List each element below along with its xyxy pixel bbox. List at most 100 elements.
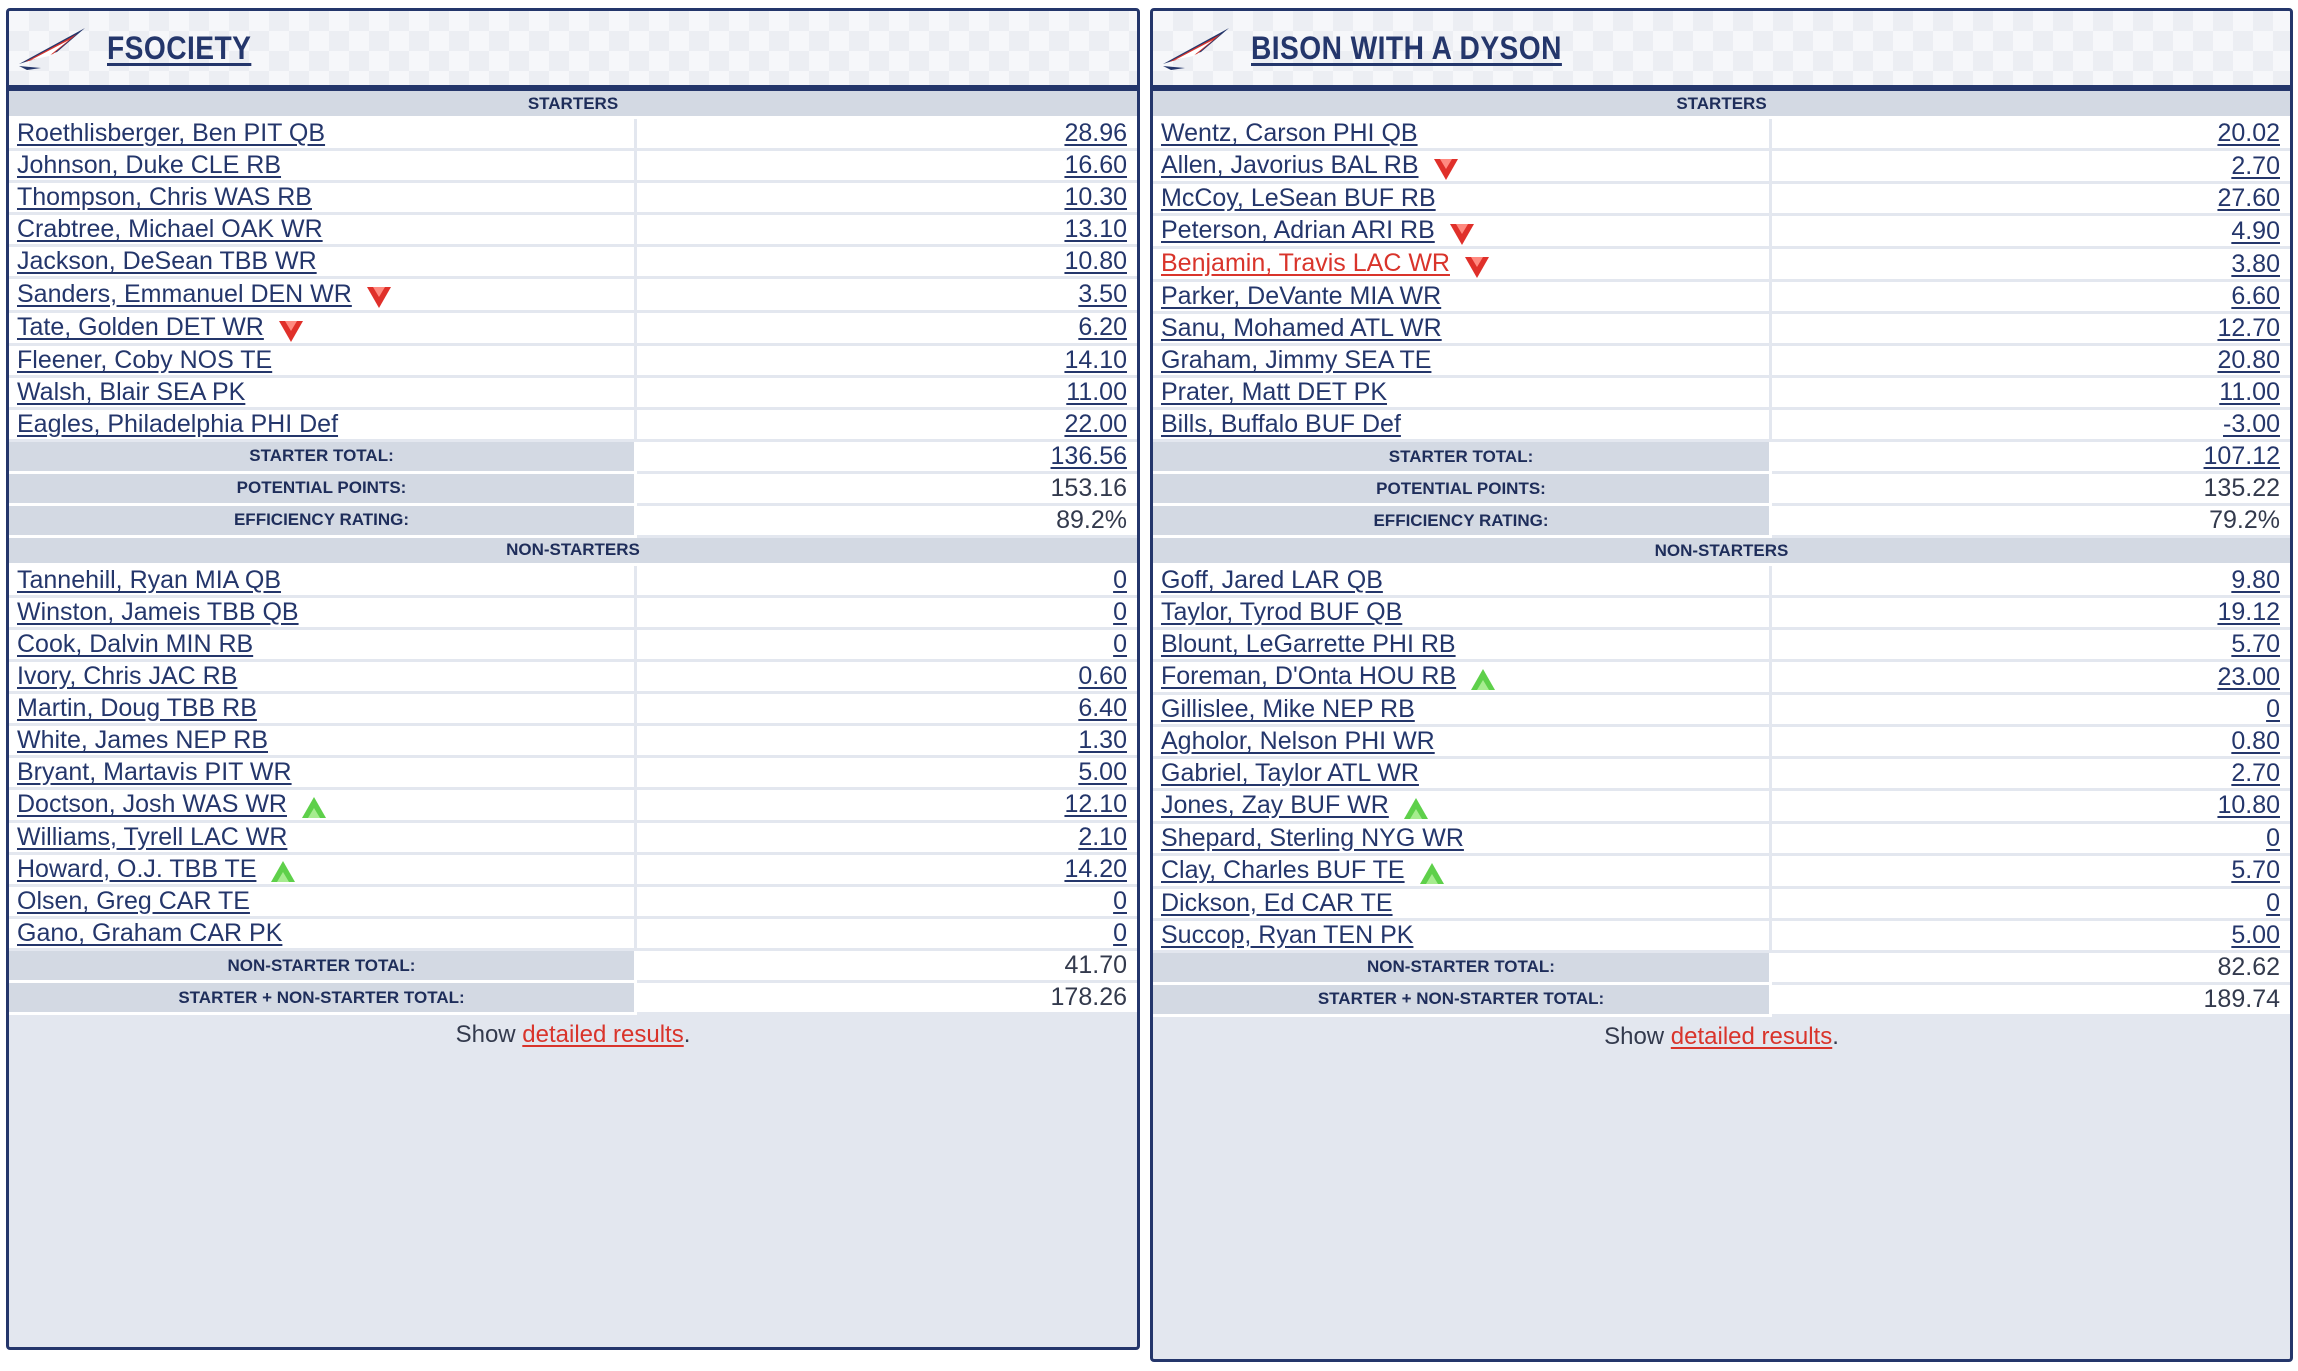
player-points-link[interactable]: 19.12	[2217, 598, 2280, 626]
player-name-link[interactable]: Doctson, Josh WAS WR	[17, 789, 287, 818]
player-name-link[interactable]: Tate, Golden DET WR	[17, 313, 264, 341]
player-points-link[interactable]: 3.50	[1078, 280, 1127, 308]
player-name-link[interactable]: Olsen, Greg CAR TE	[17, 887, 250, 916]
player-points-link[interactable]: 5.70	[2231, 630, 2280, 658]
player-points-link[interactable]: 5.00	[1078, 757, 1127, 786]
player-cell: Eagles, Philadelphia PHI Def	[9, 409, 637, 442]
player-name-link[interactable]: Graham, Jimmy SEA TE	[1161, 346, 1432, 374]
player-points-link[interactable]: 11.00	[1066, 377, 1127, 406]
player-name-link[interactable]: Prater, Matt DET PK	[1161, 378, 1388, 406]
player-name-link[interactable]: Jackson, DeSean TBB WR	[17, 247, 317, 275]
team-panel-left: FSOCIETY STARTERS Roethlisberger, Ben PIT…	[6, 8, 1140, 1350]
player-points-link[interactable]: 3.80	[2231, 249, 2280, 278]
points-cell: 16.60	[637, 151, 1137, 183]
player-points-link[interactable]: 0	[1113, 629, 1127, 658]
player-points-link[interactable]: 1.30	[1078, 725, 1127, 754]
player-points-link[interactable]: 2.70	[2231, 151, 2280, 180]
player-points-link[interactable]: -3.00	[2223, 410, 2280, 438]
player-points-link[interactable]: 20.80	[2217, 346, 2280, 374]
player-points-link[interactable]: 6.60	[2231, 282, 2280, 310]
player-name-link[interactable]: Winston, Jameis TBB QB	[17, 597, 299, 626]
player-points-link[interactable]: 0	[1113, 565, 1127, 594]
points-cell: 0.60	[637, 661, 1137, 694]
player-name-link[interactable]: Agholor, Nelson PHI WR	[1161, 727, 1435, 755]
player-name-link[interactable]: White, James NEP RB	[17, 725, 269, 754]
player-name-link[interactable]: Gillislee, Mike NEP RB	[1161, 695, 1415, 723]
player-points-link[interactable]: 6.40	[1078, 693, 1127, 722]
player-points-link[interactable]: 5.00	[2231, 920, 2280, 949]
player-points-link[interactable]: 11.00	[2219, 378, 2280, 406]
player-points-link[interactable]: 12.70	[2217, 314, 2280, 342]
player-points-link[interactable]: 14.10	[1064, 345, 1127, 374]
player-points-link[interactable]: 0	[1113, 919, 1127, 948]
player-points-link[interactable]: 16.60	[1064, 151, 1127, 179]
player-points-link[interactable]: 6.20	[1078, 313, 1127, 342]
player-name-link[interactable]: Cook, Dalvin MIN RB	[17, 629, 254, 658]
player-points-link[interactable]: 0	[2266, 695, 2280, 723]
player-name-link[interactable]: Bills, Buffalo BUF Def	[1161, 410, 1401, 438]
player-name-link[interactable]: Jones, Zay BUF WR	[1161, 791, 1389, 819]
player-name-link[interactable]: Howard, O.J. TBB TE	[17, 854, 257, 883]
player-points-link[interactable]: 10.80	[2217, 791, 2280, 820]
player-name-link[interactable]: Fleener, Coby NOS TE	[17, 345, 273, 374]
player-name-link[interactable]: Ivory, Chris JAC RB	[17, 661, 238, 690]
player-name-link[interactable]: Gano, Graham CAR PK	[17, 919, 283, 948]
player-name-link[interactable]: Clay, Charles BUF TE	[1161, 855, 1405, 884]
player-name-link[interactable]: McCoy, LeSean BUF RB	[1161, 184, 1436, 212]
player-points-link[interactable]: 27.60	[2217, 184, 2280, 212]
player-points-link[interactable]: 2.70	[2231, 759, 2280, 787]
team-name-link[interactable]: BISON WITH A DYSON	[1251, 29, 1562, 66]
player-name-link[interactable]: Thompson, Chris WAS RB	[17, 183, 312, 211]
player-name-link[interactable]: Sanu, Mohamed ATL WR	[1161, 314, 1442, 342]
player-points-link[interactable]: 0.80	[2231, 727, 2280, 755]
player-name-link[interactable]: Allen, Javorius BAL RB	[1161, 151, 1419, 180]
player-name-link[interactable]: Tannehill, Ryan MIA QB	[17, 565, 282, 594]
player-name-link[interactable]: Succop, Ryan TEN PK	[1161, 920, 1414, 949]
player-points-link[interactable]: 0	[1113, 887, 1127, 916]
player-points-link[interactable]: 2.10	[1078, 822, 1127, 851]
player-name-link[interactable]: Peterson, Adrian ARI RB	[1161, 216, 1435, 245]
player-points-link[interactable]: 23.00	[2217, 662, 2280, 691]
player-name-link[interactable]: Blount, LeGarrette PHI RB	[1161, 630, 1456, 658]
player-name-link[interactable]: Roethlisberger, Ben PIT QB	[17, 119, 326, 147]
player-name-link[interactable]: Parker, DeVante MIA WR	[1161, 282, 1442, 310]
section-header: NON-STARTERS	[1153, 538, 2290, 566]
player-points-link[interactable]: 9.80	[2231, 566, 2280, 594]
player-points-link[interactable]: 20.02	[2217, 119, 2280, 147]
player-points-link[interactable]: 14.20	[1064, 854, 1127, 883]
team-name-link[interactable]: FSOCIETY	[107, 29, 252, 66]
player-points-link[interactable]: 10.80	[1064, 247, 1127, 275]
player-points-link[interactable]: 28.96	[1064, 119, 1127, 147]
player-name-link[interactable]: Johnson, Duke CLE RB	[17, 151, 282, 179]
player-points-link[interactable]: 22.00	[1064, 409, 1127, 438]
player-points-link[interactable]: 0	[1113, 597, 1127, 626]
player-name-link[interactable]: Williams, Tyrell LAC WR	[17, 822, 288, 851]
starter-total-link[interactable]: 107.12	[2203, 442, 2280, 470]
player-points-link[interactable]: 4.90	[2231, 216, 2280, 245]
points-cell: 19.12	[1772, 598, 2290, 630]
player-points-link[interactable]: 12.10	[1064, 790, 1127, 819]
player-points-link[interactable]: 0.60	[1078, 661, 1127, 690]
player-name-link[interactable]: Benjamin, Travis LAC WR	[1161, 249, 1450, 278]
player-name-link[interactable]: Martin, Doug TBB RB	[17, 693, 257, 722]
player-name-link[interactable]: Foreman, D'Onta HOU RB	[1161, 662, 1457, 691]
player-name-link[interactable]: Sanders, Emmanuel DEN WR	[17, 279, 352, 308]
player-points-link[interactable]: 5.70	[2231, 856, 2280, 885]
player-points-link[interactable]: 13.10	[1064, 215, 1127, 243]
player-name-link[interactable]: Wentz, Carson PHI QB	[1161, 119, 1418, 147]
player-points-link[interactable]: 0	[2266, 823, 2280, 852]
player-name-link[interactable]: Bryant, Martavis PIT WR	[17, 757, 292, 786]
player-name-link[interactable]: Taylor, Tyrod BUF QB	[1161, 598, 1403, 626]
player-name-link[interactable]: Eagles, Philadelphia PHI Def	[17, 409, 339, 438]
player-points-link[interactable]: 0	[2266, 888, 2280, 917]
player-name-link[interactable]: Gabriel, Taylor ATL WR	[1161, 759, 1419, 787]
player-name-link[interactable]: Crabtree, Michael OAK WR	[17, 215, 323, 243]
player-points-link[interactable]: 10.30	[1064, 183, 1127, 211]
player-name-link[interactable]: Walsh, Blair SEA PK	[17, 377, 246, 406]
detailed-results-link[interactable]: detailed results	[522, 1021, 684, 1049]
player-name-link[interactable]: Shepard, Sterling NYG WR	[1161, 823, 1464, 852]
player-name-link[interactable]: Dickson, Ed CAR TE	[1161, 888, 1393, 917]
player-name-link[interactable]: Goff, Jared LAR QB	[1161, 566, 1383, 594]
detailed-results-link[interactable]: detailed results	[1670, 1022, 1833, 1050]
starter-total-link[interactable]: 136.56	[1050, 441, 1127, 470]
